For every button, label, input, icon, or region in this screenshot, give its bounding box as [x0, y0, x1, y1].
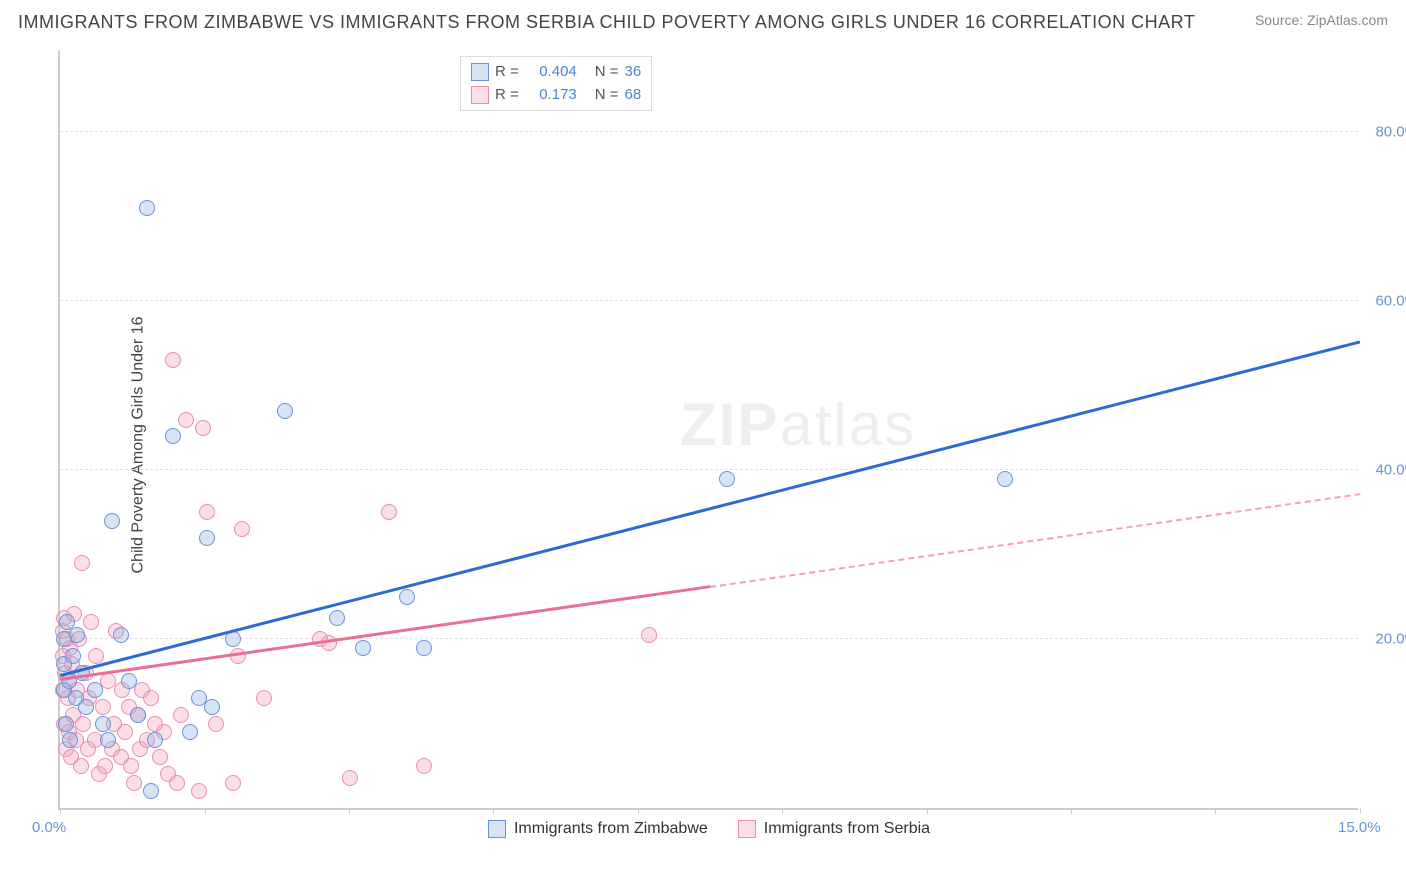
legend-n-value: 36: [625, 61, 642, 84]
data-point: [58, 716, 74, 732]
data-point: [199, 530, 215, 546]
data-point: [381, 504, 397, 520]
data-point: [641, 627, 657, 643]
data-point: [399, 589, 415, 605]
data-point: [95, 699, 111, 715]
y-tick-label: 60.0%: [1375, 293, 1406, 310]
gridline: [60, 131, 1358, 132]
data-point: [169, 775, 185, 791]
legend-stats: R = 0.404 N = 36 R = 0.173 N = 68: [460, 56, 652, 111]
legend-stats-row: R = 0.404 N = 36: [471, 61, 641, 84]
y-tick-label: 40.0%: [1375, 462, 1406, 479]
trend-line: [60, 585, 710, 681]
data-point: [143, 690, 159, 706]
data-point: [123, 758, 139, 774]
legend-swatch: [471, 86, 489, 104]
data-point: [416, 640, 432, 656]
data-point: [62, 732, 78, 748]
data-point: [147, 732, 163, 748]
data-point: [88, 648, 104, 664]
data-point: [719, 471, 735, 487]
legend-n-label: N =: [595, 61, 619, 84]
data-point: [342, 770, 358, 786]
chart-container: Child Poverty Among Girls Under 16 ZIPat…: [58, 50, 1388, 840]
x-tick: [782, 808, 783, 814]
y-tick-label: 80.0%: [1375, 124, 1406, 141]
chart-title: IMMIGRANTS FROM ZIMBABWE VS IMMIGRANTS F…: [18, 12, 1195, 33]
data-point: [139, 200, 155, 216]
x-tick: [1215, 808, 1216, 814]
x-tick: [927, 808, 928, 814]
data-point: [173, 707, 189, 723]
legend-series-label: Immigrants from Serbia: [764, 820, 930, 838]
legend-r-label: R =: [495, 84, 519, 107]
data-point: [416, 758, 432, 774]
legend-r-value: 0.173: [525, 84, 577, 107]
legend-n-label: N =: [595, 84, 619, 107]
trend-line: [710, 494, 1360, 589]
x-tick: [638, 808, 639, 814]
data-point: [182, 724, 198, 740]
data-point: [355, 640, 371, 656]
data-point: [69, 627, 85, 643]
data-point: [143, 783, 159, 799]
data-point: [117, 724, 133, 740]
gridline: [60, 469, 1358, 470]
data-point: [83, 614, 99, 630]
data-point: [165, 352, 181, 368]
data-point: [191, 783, 207, 799]
data-point: [195, 420, 211, 436]
legend-r-label: R =: [495, 61, 519, 84]
watermark: ZIPatlas: [680, 390, 916, 459]
data-point: [165, 428, 181, 444]
data-point: [87, 682, 103, 698]
plot-area: ZIPatlas 20.0%40.0%60.0%80.0%0.0%15.0%R …: [58, 50, 1358, 810]
x-tick: [60, 808, 61, 814]
data-point: [113, 627, 129, 643]
data-point: [75, 716, 91, 732]
data-point: [225, 775, 241, 791]
x-tick: [1071, 808, 1072, 814]
data-point: [73, 758, 89, 774]
y-tick-label: 20.0%: [1375, 631, 1406, 648]
data-point: [199, 504, 215, 520]
data-point: [65, 648, 81, 664]
trend-line: [60, 341, 1361, 677]
gridline: [60, 300, 1358, 301]
data-point: [204, 699, 220, 715]
legend-series-item: Immigrants from Zimbabwe: [488, 820, 708, 838]
legend-swatch: [471, 63, 489, 81]
data-point: [100, 732, 116, 748]
data-point: [997, 471, 1013, 487]
x-tick: [349, 808, 350, 814]
legend-n-value: 68: [625, 84, 642, 107]
data-point: [234, 521, 250, 537]
data-point: [104, 513, 120, 529]
gridline: [60, 638, 1358, 639]
data-point: [97, 758, 113, 774]
x-tick: [493, 808, 494, 814]
legend-swatch: [488, 820, 506, 838]
data-point: [74, 555, 90, 571]
legend-series: Immigrants from Zimbabwe Immigrants from …: [60, 820, 1358, 838]
legend-swatch: [738, 820, 756, 838]
legend-series-item: Immigrants from Serbia: [738, 820, 930, 838]
source-label: Source: ZipAtlas.com: [1255, 12, 1388, 28]
data-point: [277, 403, 293, 419]
legend-series-label: Immigrants from Zimbabwe: [514, 820, 708, 838]
data-point: [329, 610, 345, 626]
legend-r-value: 0.404: [525, 61, 577, 84]
data-point: [152, 749, 168, 765]
data-point: [78, 699, 94, 715]
x-tick: [1360, 808, 1361, 814]
data-point: [130, 707, 146, 723]
data-point: [208, 716, 224, 732]
data-point: [256, 690, 272, 706]
x-tick: [205, 808, 206, 814]
data-point: [126, 775, 142, 791]
data-point: [121, 673, 137, 689]
legend-stats-row: R = 0.173 N = 68: [471, 84, 641, 107]
data-point: [178, 412, 194, 428]
data-point: [95, 716, 111, 732]
